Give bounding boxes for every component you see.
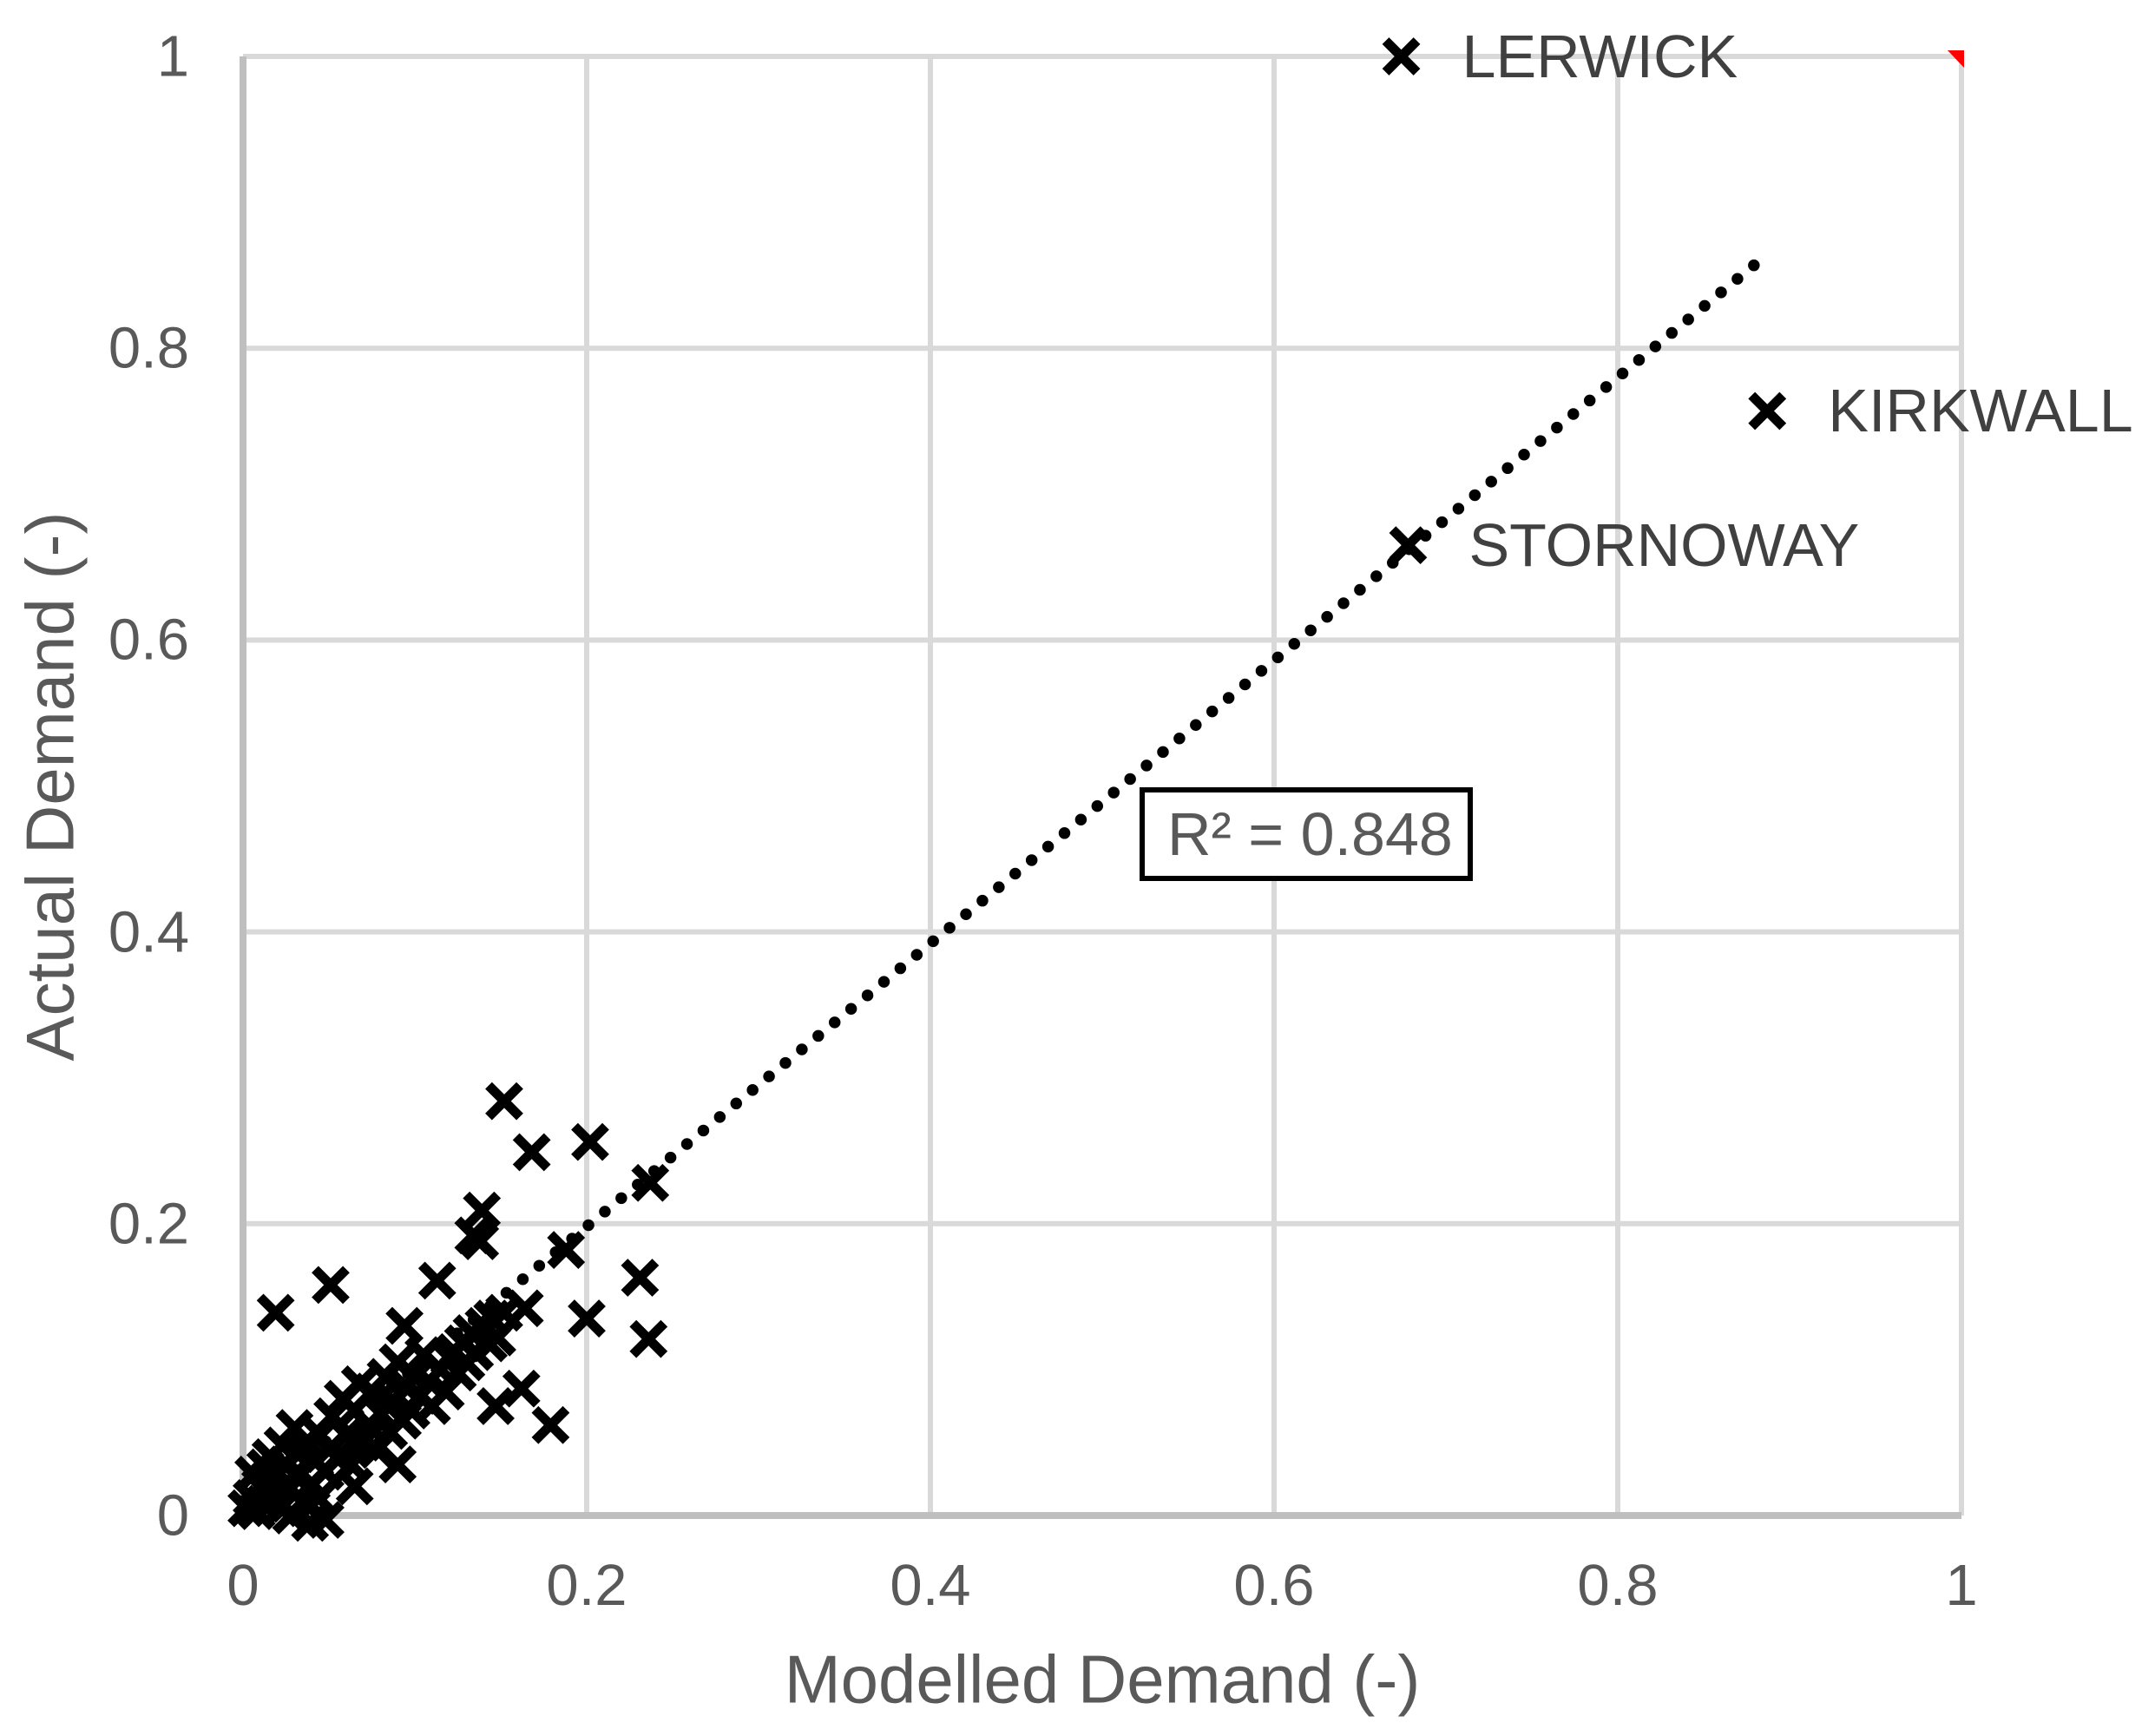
labeled-point-marker-lerwick: [1382, 37, 1421, 76]
x-axis-title: Modelled Demand (-): [784, 1641, 1421, 1718]
data-point-marker: [571, 1122, 609, 1161]
data-point-marker: [478, 1318, 516, 1357]
data-point-marker: [631, 1163, 670, 1202]
data-point-marker: [621, 1259, 660, 1297]
x-tick-label: 0.6: [1233, 1553, 1315, 1618]
data-point-marker: [335, 1467, 374, 1506]
data-point-marker: [461, 1222, 500, 1260]
data-point-marker: [256, 1293, 295, 1332]
labeled-point-marker-kirkwall: [1748, 391, 1787, 431]
data-point-marker: [485, 1082, 523, 1121]
x-tick-label: 0.2: [546, 1553, 627, 1618]
data-point-marker: [531, 1405, 570, 1444]
data-point-marker: [417, 1261, 457, 1300]
point-label-stornoway: STORNOWAY: [1468, 511, 1860, 580]
corner-flag: [1948, 50, 1964, 68]
y-tick-label: 0.2: [108, 1191, 189, 1257]
data-point-marker: [272, 1496, 311, 1535]
y-tick-label: 0: [156, 1483, 189, 1549]
x-tick-label: 0: [227, 1553, 260, 1618]
y-tick-label: 1: [156, 23, 189, 89]
y-tick-label: 0.8: [108, 315, 189, 381]
data-point-marker: [502, 1369, 541, 1408]
data-point-marker: [385, 1306, 424, 1345]
data-point-marker: [299, 1478, 338, 1517]
y-tick-label: 0.6: [108, 607, 189, 673]
x-tick-label: 1: [1945, 1553, 1978, 1618]
data-point-marker: [312, 1266, 350, 1305]
data-point-marker: [378, 1445, 417, 1484]
point-label-lerwick: LERWICK: [1462, 23, 1738, 90]
x-tick-label: 0.8: [1577, 1553, 1659, 1618]
trendline-dotted: [254, 249, 1772, 1502]
data-point-marker: [568, 1299, 606, 1338]
r-squared-annotation: R² = 0.848: [1140, 787, 1473, 881]
data-point-marker: [512, 1133, 551, 1172]
x-tick-label: 0.4: [890, 1553, 971, 1618]
data-point-marker: [463, 1191, 502, 1230]
data-point-marker: [476, 1387, 515, 1425]
r-squared-text: R² = 0.848: [1167, 800, 1453, 868]
y-tick-label: 0.4: [108, 899, 189, 965]
data-point-marker: [629, 1319, 668, 1358]
data-point-marker: [426, 1372, 465, 1410]
point-label-kirkwall: KIRKWALL: [1828, 377, 2133, 445]
y-axis-title: Actual Demand (-): [11, 511, 89, 1061]
